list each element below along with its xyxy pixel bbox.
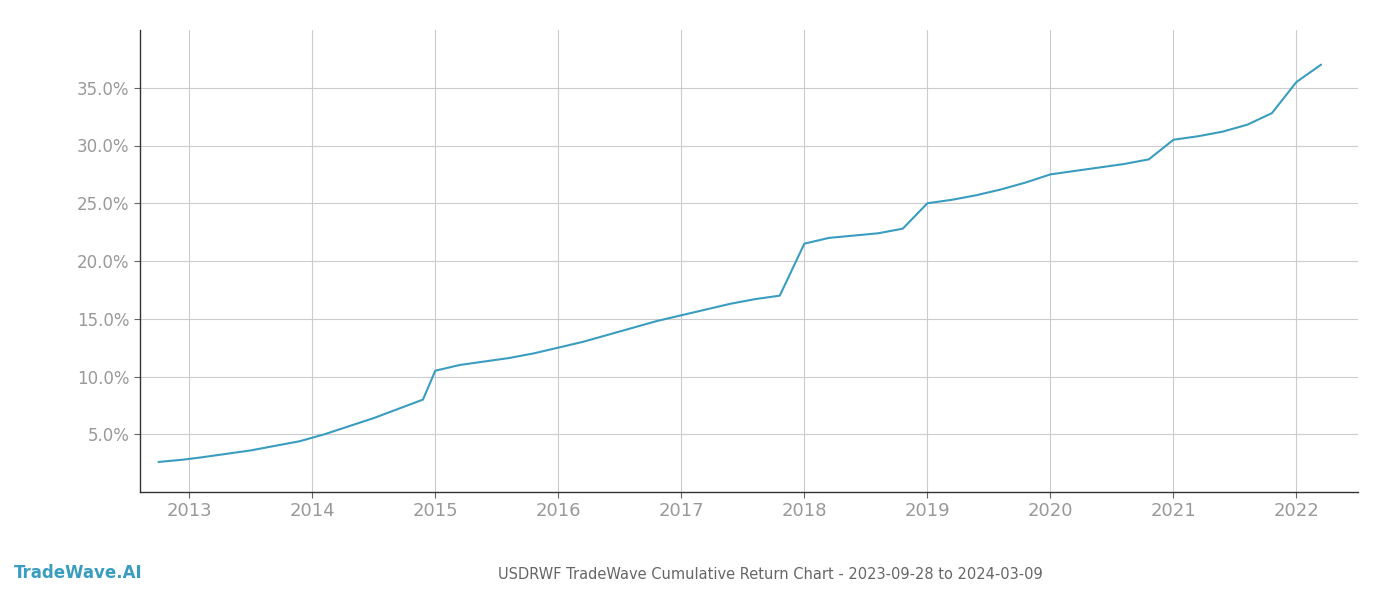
- Text: USDRWF TradeWave Cumulative Return Chart - 2023-09-28 to 2024-03-09: USDRWF TradeWave Cumulative Return Chart…: [497, 567, 1043, 582]
- Text: TradeWave.AI: TradeWave.AI: [14, 564, 143, 582]
